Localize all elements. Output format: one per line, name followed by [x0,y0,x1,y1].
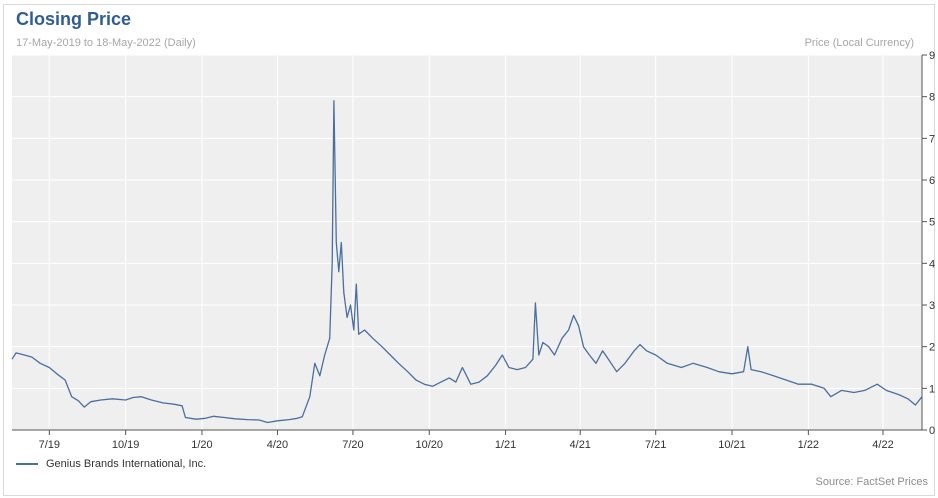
legend: Genius Brands International, Inc. [16,458,206,470]
y-tick-label: 7 [929,133,935,145]
plot-area [12,55,922,430]
y-tick-label: 9 [929,50,935,62]
x-tick-label: 4/22 [872,439,893,451]
y-tick-label: 4 [929,258,935,270]
x-tick-label: 7/19 [39,439,60,451]
y-tick-label: 6 [929,175,935,187]
x-tick-label: 4/20 [267,439,288,451]
x-tick-label: 1/21 [495,439,516,451]
y-tick-label: 3 [929,300,935,312]
y-tick-label: 0 [929,425,935,437]
x-tick-label: 1/22 [798,439,819,451]
legend-label: Genius Brands International, Inc. [46,458,206,470]
x-tick-label: 10/21 [718,439,746,451]
x-tick-label: 4/21 [570,439,591,451]
x-tick-label: 7/21 [645,439,666,451]
y-tick-label: 2 [929,342,935,354]
x-tick-label: 7/20 [342,439,363,451]
y-tick-label: 5 [929,217,935,229]
x-tick-label: 10/19 [112,439,140,451]
y-tick-label: 8 [929,92,935,104]
x-tick-label: 10/20 [415,439,443,451]
x-tick-label: 1/20 [191,439,212,451]
y-tick-label: 1 [929,383,935,395]
source-note: Source: FactSet Prices [816,476,929,488]
legend-swatch [16,463,38,465]
